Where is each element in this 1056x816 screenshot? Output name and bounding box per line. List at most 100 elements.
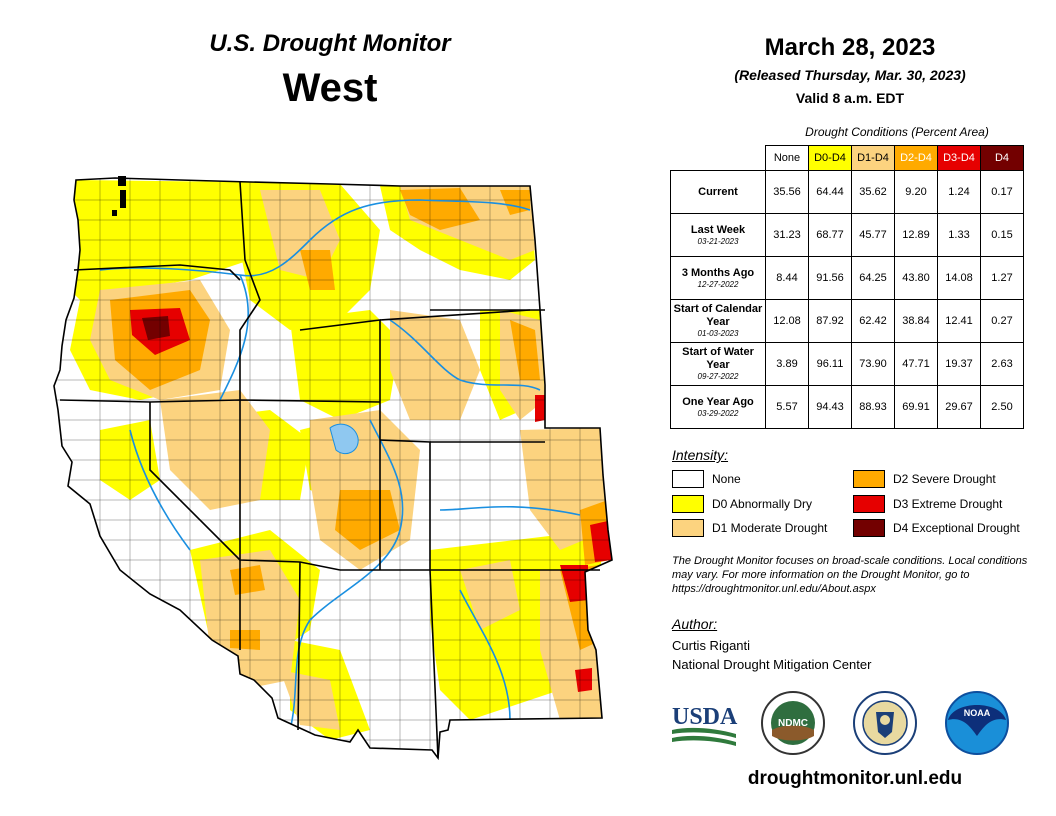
state-boundaries xyxy=(53,177,613,759)
author-title: Author: xyxy=(672,616,718,632)
table-cell: 31.23 xyxy=(765,213,809,257)
table-cell: 69.91 xyxy=(894,385,938,429)
legend-item-d1: D1 Moderate Drought xyxy=(672,519,827,537)
row-date: 09-27-2022 xyxy=(697,372,739,381)
table-cell: 0.27 xyxy=(980,299,1024,343)
table-cell: 14.08 xyxy=(937,256,981,300)
svg-text:USDA: USDA xyxy=(672,704,738,730)
great-salt-lake xyxy=(329,423,359,454)
row-label: Last Week 03-21-2023 xyxy=(670,213,766,257)
legend-label: D0 Abnormally Dry xyxy=(712,497,813,511)
swatch xyxy=(672,470,704,488)
legend-label: D4 Exceptional Drought xyxy=(893,521,1020,535)
region-title: West xyxy=(282,66,378,110)
table-cell: 43.80 xyxy=(894,256,938,300)
table-row: 3 Months Ago 12-27-2022 8.44 91.56 64.25 … xyxy=(670,256,1024,300)
table-row: Start of Water Year 09-27-2022 3.89 96.11… xyxy=(670,342,1024,386)
table-cell: 1.24 xyxy=(937,170,981,214)
commerce-seal-logo xyxy=(853,691,917,755)
map-date: March 28, 2023 xyxy=(764,34,936,61)
row-date: 03-29-2022 xyxy=(697,408,739,418)
drought-stats-table: None D0-D4 D1-D4 D2-D4 D3-D4 D4 Current … xyxy=(670,145,1024,429)
ndmc-logo: NDMC xyxy=(761,691,825,755)
legend-label: None xyxy=(712,472,741,486)
table-caption: Drought Conditions (Percent Area) xyxy=(805,125,989,139)
table-cell: 87.92 xyxy=(808,299,852,343)
author-name: Curtis Riganti xyxy=(672,638,751,653)
table-cell: 96.11 xyxy=(808,342,852,386)
legend-item-d4: D4 Exceptional Drought xyxy=(853,519,1020,537)
table-cell: 0.17 xyxy=(980,170,1024,214)
row-date: 12-27-2022 xyxy=(697,279,739,289)
table-cell: 12.08 xyxy=(765,299,809,343)
swatch xyxy=(853,470,885,488)
table-cell: 12.89 xyxy=(894,213,938,257)
table-cell: 2.63 xyxy=(980,342,1024,386)
table-cell: 1.27 xyxy=(980,256,1024,300)
row-label: 3 Months Ago 12-27-2022 xyxy=(670,256,766,300)
table-cell: 62.42 xyxy=(851,299,895,343)
svg-text:NDMC: NDMC xyxy=(778,718,808,729)
author-org: National Drought Mitigation Center xyxy=(672,657,872,672)
col-d1-d4: D1-D4 xyxy=(851,145,895,171)
table-cell: 64.44 xyxy=(808,170,852,214)
table-cell: 73.90 xyxy=(851,342,895,386)
legend-label: D3 Extreme Drought xyxy=(893,497,1003,511)
rivers xyxy=(99,199,581,731)
table-cell: 94.43 xyxy=(808,385,852,429)
legend-label: D1 Moderate Drought xyxy=(712,521,828,535)
valid-time: Valid 8 a.m. EDT xyxy=(795,90,905,106)
table-cell: 88.93 xyxy=(851,385,895,429)
swatch xyxy=(672,495,704,513)
col-none: None xyxy=(765,145,809,171)
table-corner xyxy=(671,146,766,171)
table-cell: 9.20 xyxy=(894,170,938,214)
row-label: Start of Water Year 09-27-2022 xyxy=(670,342,766,386)
table-cell: 29.67 xyxy=(937,385,981,429)
release-date: (Released Thursday, Mar. 30, 2023) xyxy=(734,67,966,83)
table-row: One Year Ago 03-29-2022 5.57 94.43 88.93 … xyxy=(670,385,1024,429)
swatch xyxy=(853,495,885,513)
table-row: Current 35.56 64.44 35.62 9.20 1.24 0.17 xyxy=(670,170,1024,214)
legend-item-d2: D2 Severe Drought xyxy=(853,470,996,488)
svg-text:NOAA: NOAA xyxy=(964,708,991,718)
intensity-title: Intensity: xyxy=(672,447,729,463)
coast-islands xyxy=(112,176,126,216)
table-cell: 35.62 xyxy=(851,170,895,214)
website-link[interactable]: droughtmonitor.unl.edu xyxy=(747,768,963,789)
noaa-logo: NOAA xyxy=(945,691,1009,755)
table-cell: 68.77 xyxy=(808,213,852,257)
col-d0-d4: D0-D4 xyxy=(808,145,852,171)
table-cell: 91.56 xyxy=(808,256,852,300)
table-cell: 1.33 xyxy=(937,213,981,257)
table-cell: 35.56 xyxy=(765,170,809,214)
usda-logo: USDA xyxy=(672,704,738,746)
col-d4: D4 xyxy=(980,145,1024,171)
table-cell: 0.15 xyxy=(980,213,1024,257)
row-date: 01-03-2023 xyxy=(697,329,739,338)
row-label: One Year Ago 03-29-2022 xyxy=(670,385,766,429)
legend-item-d0: D0 Abnormally Dry xyxy=(672,495,812,513)
legend-item-none: None xyxy=(672,470,741,488)
table-row: Start of Calendar Year 01-03-2023 12.08 8… xyxy=(670,299,1024,343)
table-cell: 2.50 xyxy=(980,385,1024,429)
legend-label: D2 Severe Drought xyxy=(893,472,996,486)
table-cell: 5.57 xyxy=(765,385,809,429)
table-cell: 45.77 xyxy=(851,213,895,257)
table-cell: 38.84 xyxy=(894,299,938,343)
legend-item-d3: D3 Extreme Drought xyxy=(853,495,1002,513)
col-d2-d4: D2-D4 xyxy=(894,145,938,171)
d4-areas xyxy=(142,316,170,340)
table-cell: 3.89 xyxy=(765,342,809,386)
table-header-row: None D0-D4 D1-D4 D2-D4 D3-D4 D4 xyxy=(671,145,1024,171)
swatch xyxy=(853,519,885,537)
table-cell: 64.25 xyxy=(851,256,895,300)
table-cell: 19.37 xyxy=(937,342,981,386)
row-label: Current xyxy=(670,170,766,214)
col-d3-d4: D3-D4 xyxy=(937,145,981,171)
row-label: Start of Calendar Year 01-03-2023 xyxy=(670,299,766,343)
table-cell: 12.41 xyxy=(937,299,981,343)
row-date: 03-21-2023 xyxy=(697,236,739,246)
swatch xyxy=(672,519,704,537)
table-cell: 8.44 xyxy=(765,256,809,300)
